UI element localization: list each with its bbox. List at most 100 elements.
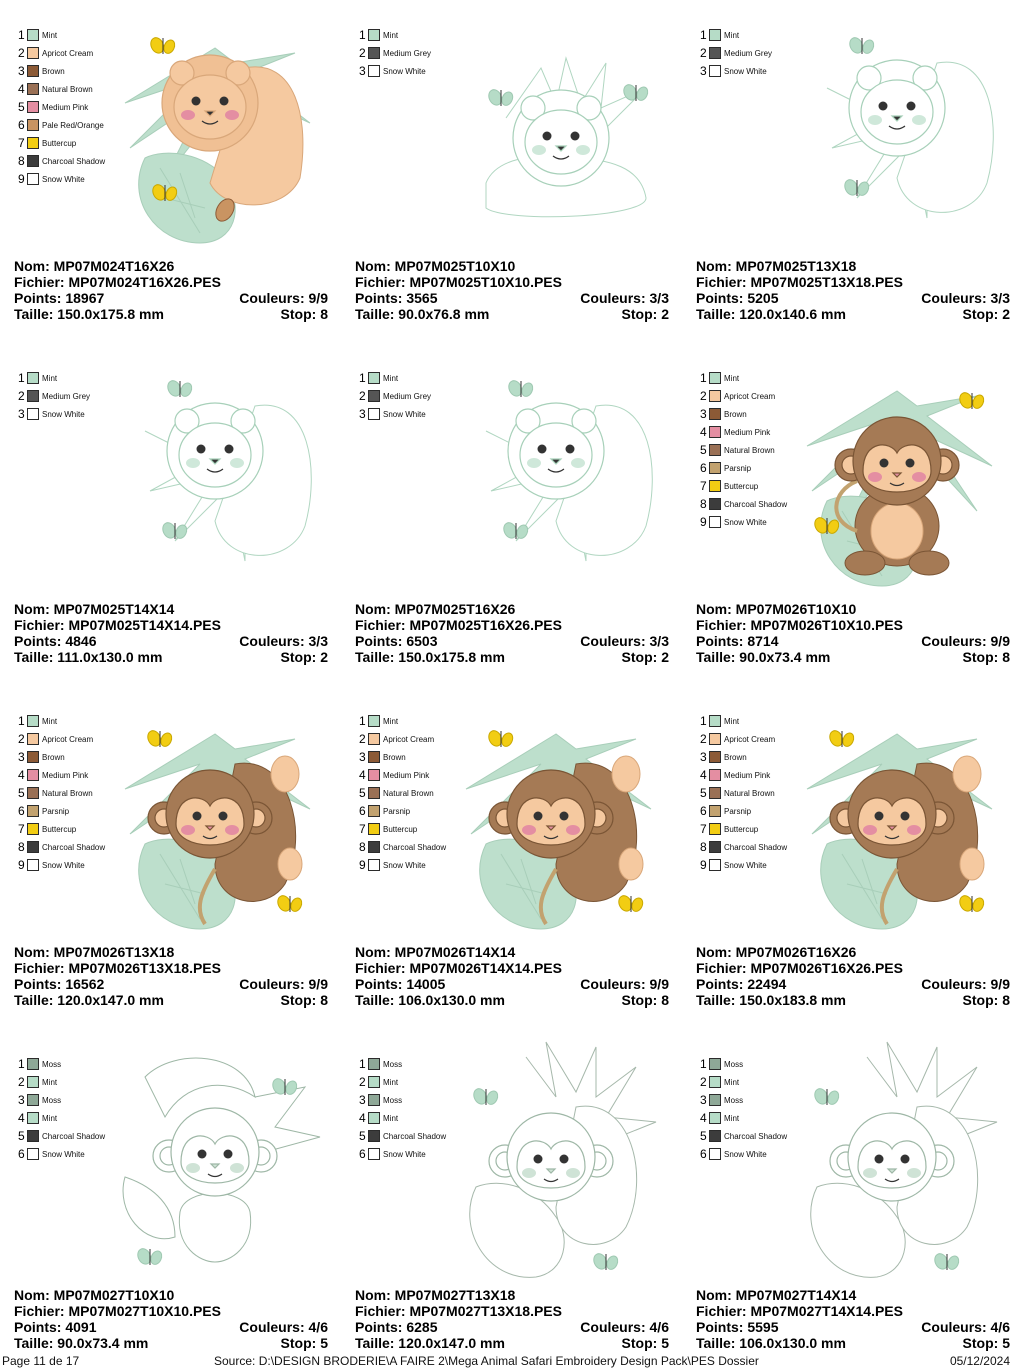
- color-name: Mint: [724, 716, 740, 726]
- color-name: Medium Pink: [724, 427, 771, 437]
- color-index: 6: [700, 1147, 707, 1161]
- color-swatch: [368, 769, 380, 781]
- design-name: Nom: MP07M026T14X14: [355, 944, 516, 960]
- color-swatch: [27, 101, 39, 113]
- design-image: [787, 351, 1007, 596]
- thread-color-row: 7 Buttercup: [700, 820, 787, 838]
- color-name: Brown: [42, 752, 65, 762]
- design-image: [105, 694, 325, 939]
- color-index: 9: [359, 858, 366, 872]
- butterfly-icon: [167, 380, 193, 397]
- color-name: Natural Brown: [383, 788, 434, 798]
- design-points: Points: 6503: [355, 633, 438, 649]
- thread-color-row: 2 Medium Grey: [359, 387, 431, 405]
- thread-color-row: 8 Charcoal Shadow: [700, 838, 787, 856]
- thread-color-row: 4 Natural Brown: [18, 80, 105, 98]
- thread-color-row: 1 Mint: [700, 712, 787, 730]
- thread-color-row: 6 Snow White: [18, 1145, 105, 1163]
- color-name: Medium Pink: [42, 102, 89, 112]
- color-name: Brown: [383, 752, 406, 762]
- design-stops: Stop: 2: [280, 649, 328, 665]
- thread-color-row: 8 Charcoal Shadow: [18, 838, 105, 856]
- design-info: Nom: MP07M025T14X14 Fichier: MP07M025T14…: [14, 601, 328, 665]
- color-index: 2: [359, 46, 366, 60]
- color-swatch: [27, 372, 39, 384]
- design-image: [105, 351, 325, 596]
- design-stops: Stop: 5: [280, 1335, 328, 1351]
- color-name: Mint: [42, 30, 58, 40]
- color-name: Medium Grey: [42, 391, 91, 401]
- color-index: 8: [18, 840, 25, 854]
- color-name: Moss: [383, 1059, 403, 1069]
- color-name: Snow White: [724, 1149, 767, 1159]
- thread-color-row: 2 Mint: [359, 1073, 446, 1091]
- thread-color-row: 4 Medium Pink: [700, 423, 787, 441]
- color-index: 3: [18, 64, 25, 78]
- butterfly-icon: [162, 522, 188, 539]
- design-stops: Stop: 5: [962, 1335, 1010, 1351]
- design-size: Taille: 150.0x175.8 mm: [14, 306, 164, 322]
- design-info: Nom: MP07M025T10X10 Fichier: MP07M025T10…: [355, 258, 669, 322]
- thread-color-row: 6 Pale Red/Orange: [18, 116, 105, 134]
- color-name: Apricot Cream: [724, 391, 776, 401]
- monkey-head: [488, 769, 614, 859]
- color-name: Charcoal Shadow: [724, 499, 788, 509]
- color-index: 2: [18, 46, 25, 60]
- butterfly-icon: [508, 380, 534, 397]
- design-name: Nom: MP07M026T10X10: [696, 601, 857, 617]
- thread-color-row: 1 Mint: [359, 369, 431, 387]
- thread-color-row: 1 Mint: [700, 26, 772, 44]
- color-index: 2: [359, 389, 366, 403]
- color-index: 2: [359, 732, 366, 746]
- embroidery-design-preview: [469, 1041, 657, 1278]
- thread-color-row: 6 Parsnip: [700, 802, 787, 820]
- design-stops: Stop: 2: [962, 306, 1010, 322]
- color-name: Mint: [383, 373, 399, 383]
- thread-color-row: 5 Natural Brown: [18, 784, 105, 802]
- color-index: 2: [700, 732, 707, 746]
- color-index: 3: [700, 64, 707, 78]
- page-footer: Page 11 de 17 Source: D:\DESIGN BRODERIE…: [0, 1353, 1024, 1370]
- thread-color-row: 2 Apricot Cream: [359, 730, 446, 748]
- color-name: Snow White: [724, 860, 767, 870]
- color-swatch: [368, 372, 380, 384]
- thread-color-row: 6 Parsnip: [700, 459, 787, 477]
- color-name: Parsnip: [724, 806, 752, 816]
- color-index: 5: [700, 786, 707, 800]
- color-index: 2: [18, 732, 25, 746]
- butterfly-icon: [618, 895, 644, 912]
- color-swatch: [27, 119, 39, 131]
- design-image: [446, 1037, 666, 1282]
- thread-color-row: 5 Charcoal Shadow: [700, 1127, 787, 1145]
- color-swatch: [709, 65, 721, 77]
- design-colors-count: Couleurs: 9/9: [239, 290, 328, 306]
- color-swatch: [27, 823, 39, 835]
- color-name: Snow White: [383, 860, 426, 870]
- embroidery-design-preview: [144, 380, 312, 562]
- thread-color-row: 1 Mint: [700, 369, 787, 387]
- design-size: Taille: 120.0x140.6 mm: [696, 306, 846, 322]
- design-file: Fichier: MP07M027T14X14.PES: [696, 1303, 903, 1319]
- color-swatch: [709, 715, 721, 727]
- design-points: Points: 5205: [696, 290, 779, 306]
- design-card: 1 Mint 2 Medium Grey 3 Snow White Nom:: [341, 0, 682, 342]
- color-index: 4: [18, 768, 25, 782]
- color-name: Pale Red/Orange: [42, 120, 104, 130]
- color-name: Snow White: [724, 66, 767, 76]
- color-swatch: [709, 1058, 721, 1070]
- design-file: Fichier: MP07M026T13X18.PES: [14, 960, 221, 976]
- design-name: Nom: MP07M027T13X18: [355, 1287, 516, 1303]
- color-swatch: [27, 841, 39, 853]
- embroidery-design-preview: [465, 730, 652, 930]
- design-stops: Stop: 2: [621, 306, 669, 322]
- design-info: Nom: MP07M024T16X26 Fichier: MP07M024T16…: [14, 258, 328, 322]
- color-swatch: [27, 155, 39, 167]
- thread-color-row: 3 Snow White: [700, 62, 772, 80]
- thread-color-list: 1 Moss 2 Mint 3 Moss 4 Mint 5 Charcoal S…: [359, 1055, 446, 1163]
- thread-color-row: 1 Moss: [700, 1055, 787, 1073]
- butterfly-icon: [488, 89, 514, 106]
- color-swatch: [709, 444, 721, 456]
- butterfly-icon: [503, 522, 529, 539]
- thread-color-row: 5 Natural Brown: [700, 784, 787, 802]
- thread-color-row: 1 Mint: [359, 712, 446, 730]
